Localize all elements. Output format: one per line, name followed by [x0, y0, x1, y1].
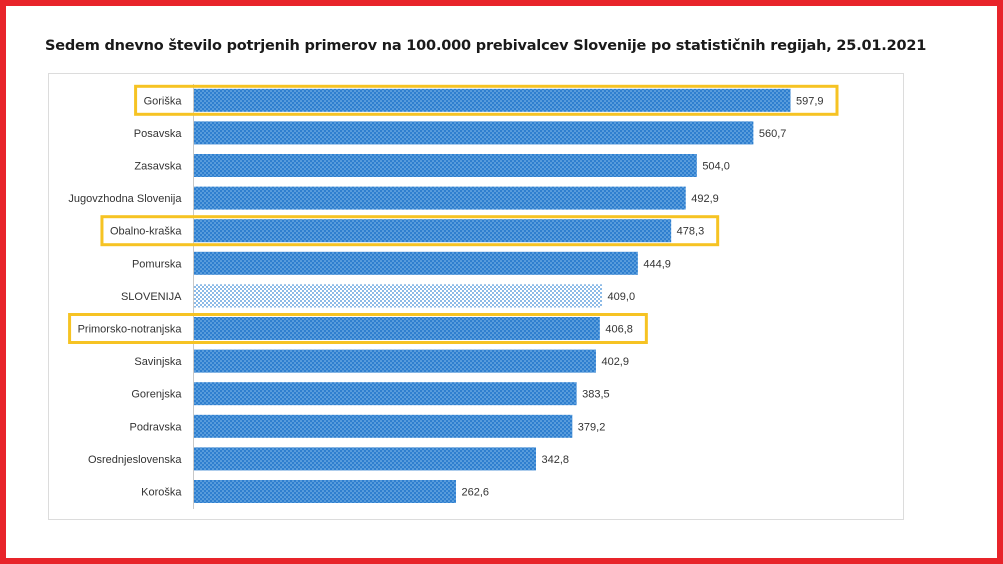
- value-label-goriska: 597,9: [796, 95, 824, 107]
- bar-zasavska: [194, 154, 697, 177]
- bar-primorsko-notranjska: [194, 317, 600, 340]
- category-label-goriska: Goriška: [144, 95, 183, 107]
- value-label-zasavska: 504,0: [702, 161, 730, 173]
- category-label-slovenija: SLOVENIJA: [121, 291, 182, 303]
- category-label-savinjska: Savinjska: [134, 356, 182, 368]
- bar-pomurska: [194, 251, 638, 275]
- value-label-primorsko-notranjska: 406,8: [605, 324, 633, 336]
- category-label-koroska: Koroška: [141, 487, 182, 499]
- category-label-zasavska: Zasavska: [134, 161, 182, 173]
- highlight-box-primorsko-notranjska: [68, 313, 648, 344]
- bar-posavska: [194, 121, 754, 145]
- value-label-podravska: 379,2: [578, 421, 606, 433]
- highlight-box-goriska: [134, 84, 839, 116]
- category-label-podravska: Podravska: [130, 421, 183, 433]
- bar-koroska: [194, 480, 456, 503]
- value-label-pomurska: 444,9: [643, 258, 671, 270]
- value-label-obalno-kraska: 478,3: [677, 226, 705, 238]
- chart-area: [48, 73, 904, 520]
- chart-title: Sedem dnevno število potrjenih primerov …: [45, 38, 927, 54]
- category-label-posavska: Posavska: [134, 128, 183, 140]
- bar-savinjska: [194, 349, 596, 373]
- value-label-osrednjeslovenska: 342,8: [541, 454, 569, 466]
- bar-goriska: [194, 88, 791, 112]
- value-label-jugovzhodna-slovenija: 492,9: [691, 193, 719, 205]
- category-label-osrednjeslovenska: Osrednjeslovenska: [88, 454, 182, 466]
- value-label-slovenija: 409,0: [608, 291, 636, 303]
- bar-jugovzhodna-slovenija: [194, 186, 686, 210]
- value-label-posavska: 560,7: [759, 128, 787, 140]
- bar-slovenija: [194, 284, 603, 308]
- bar-osrednjeslovenska: [194, 447, 536, 471]
- value-label-gorenjska: 383,5: [582, 389, 610, 401]
- bar-podravska: [194, 414, 573, 438]
- category-label-pomurska: Pomurska: [132, 258, 182, 270]
- category-label-primorsko-notranjska: Primorsko-notranjska: [78, 324, 183, 336]
- value-label-koroska: 262,6: [461, 487, 489, 499]
- bar-gorenjska: [194, 382, 577, 406]
- value-label-savinjska: 402,9: [601, 356, 629, 368]
- category-label-gorenjska: Gorenjska: [131, 389, 182, 401]
- category-label-jugovzhodna-slovenija: Jugovzhodna Slovenija: [68, 193, 182, 205]
- highlight-box-obalno-kraska: [100, 215, 720, 247]
- category-label-obalno-kraska: Obalno-kraška: [110, 226, 182, 238]
- bar-obalno-kraska: [194, 219, 672, 243]
